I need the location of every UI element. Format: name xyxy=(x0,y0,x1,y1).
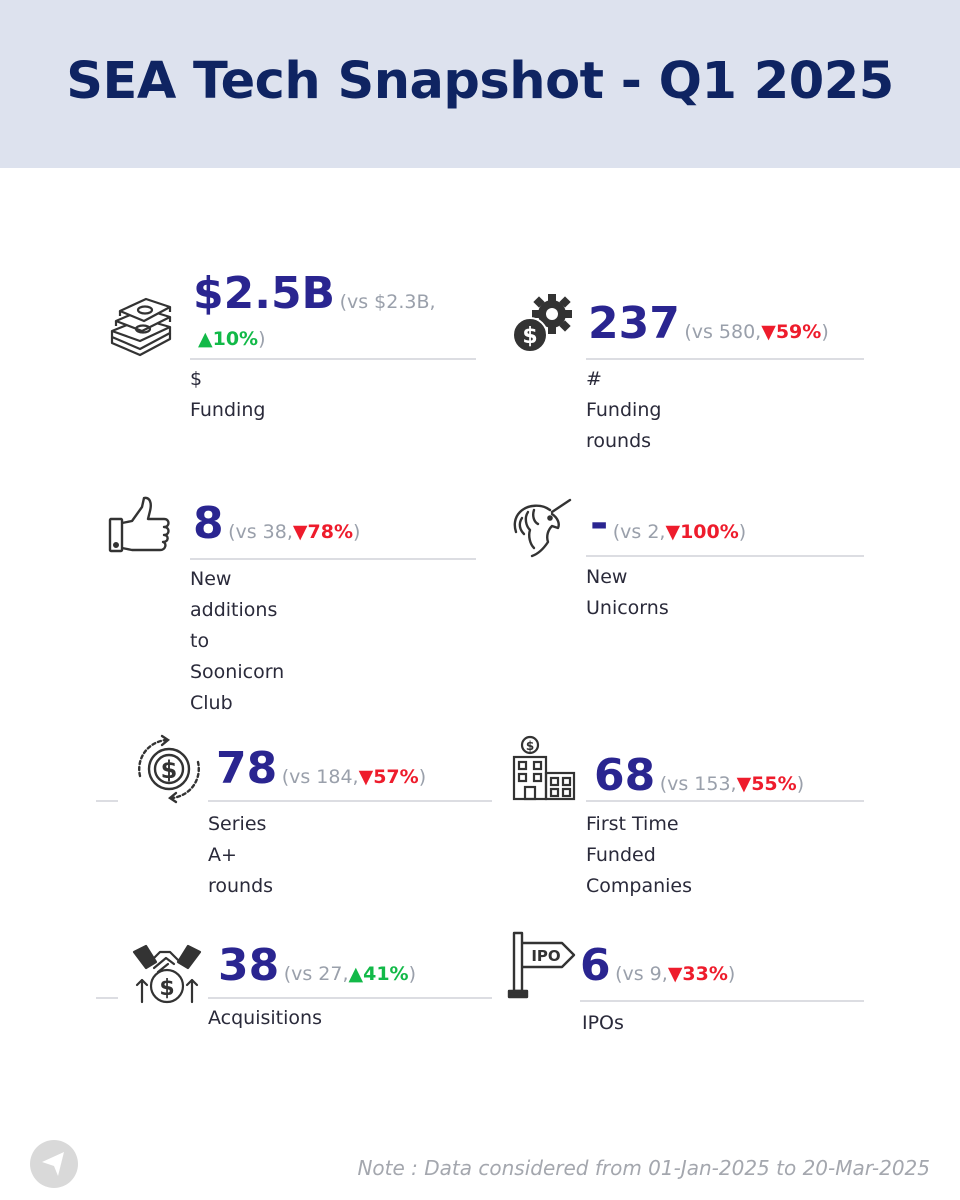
unicorns-compare-close: ) xyxy=(738,521,747,543)
series-a-compare-close: ) xyxy=(418,766,427,788)
acquisitions-value: 38 xyxy=(218,940,280,991)
first-time-label-line1: First Time Funded xyxy=(586,813,679,866)
series-a-left-divider xyxy=(96,800,118,802)
acquisitions-compare: (vs 27, xyxy=(283,963,349,985)
acquisitions-label: Acquisitions xyxy=(208,1007,322,1029)
soonicorn-label-line2: Soonicorn Club xyxy=(190,661,285,714)
first-time-label: First Time Funded Companies xyxy=(586,809,692,902)
first-time-value: 68 xyxy=(594,750,656,801)
rounds-compare-close: ) xyxy=(821,321,829,343)
funding-compare-close: ) xyxy=(258,328,266,350)
soonicorn-compare: (vs 38, xyxy=(228,521,293,543)
header-banner: SEA Tech Snapshot - Q1 2025 xyxy=(0,0,960,168)
series-a-label: Series A+ rounds xyxy=(208,813,274,897)
unicorns-divider xyxy=(586,555,864,557)
first-time-change: ▼55% xyxy=(736,773,797,795)
funding-compare: (vs $2.3B, xyxy=(339,291,436,313)
svg-text:$: $ xyxy=(159,976,174,1001)
ipos-value: 6 xyxy=(580,940,611,991)
page-title: SEA Tech Snapshot - Q1 2025 xyxy=(66,52,894,111)
rounds-value: 237 xyxy=(588,298,680,349)
funding-label: $ Funding xyxy=(190,368,266,421)
first-time-compare-close: ) xyxy=(796,773,805,795)
series-a-compare: (vs 184, xyxy=(281,766,359,788)
soonicorn-value: 8 xyxy=(193,498,224,549)
soonicorn-divider xyxy=(190,558,476,560)
ipo-signpost-icon: IPO xyxy=(506,929,578,999)
first-time-label-line2: Companies xyxy=(586,875,693,897)
svg-text:$: $ xyxy=(526,739,534,753)
ipos-compare: (vs 9, xyxy=(615,963,668,985)
acquisitions-change: ▲41% xyxy=(348,963,409,985)
first-time-compare: (vs 153, xyxy=(659,773,737,795)
series-a-change: ▼57% xyxy=(358,766,419,788)
first-time-divider xyxy=(586,800,864,802)
soonicorn-compare-close: ) xyxy=(352,521,361,543)
ipo-sign-text: IPO xyxy=(531,947,560,965)
handshake-dollar-icon: $ xyxy=(132,940,202,1006)
acquisitions-compare-close: ) xyxy=(408,963,417,985)
funding-change: ▲10% xyxy=(198,328,259,350)
soonicorn-label-line1: New additions to xyxy=(190,568,278,652)
svg-text:$: $ xyxy=(161,756,178,784)
rounds-label: # Funding rounds xyxy=(586,368,662,452)
ipos-label: IPOs xyxy=(582,1012,624,1034)
thumbs-up-icon xyxy=(108,495,172,555)
series-a-divider xyxy=(208,800,492,802)
rounds-compare: (vs 580, xyxy=(684,321,762,343)
building-dollar-icon: $ xyxy=(508,735,578,801)
acquisitions-divider xyxy=(208,997,492,999)
unicorns-compare: (vs 2, xyxy=(612,521,666,543)
unicorns-change: ▼100% xyxy=(665,521,739,543)
ipos-divider xyxy=(580,1000,864,1002)
rounds-change: ▼59% xyxy=(761,321,822,343)
ipos-compare-close: ) xyxy=(727,963,736,985)
funding-divider xyxy=(190,358,476,360)
ipos-change: ▼33% xyxy=(667,963,728,985)
soonicorn-change: ▼78% xyxy=(292,521,353,543)
dollar-cycle-icon: $ xyxy=(132,734,206,804)
series-a-value: 78 xyxy=(216,743,278,794)
funding-value: $2.5B xyxy=(193,268,336,319)
brand-logo-icon xyxy=(28,1138,80,1190)
acquisitions-left-divider xyxy=(96,997,118,999)
footer-note: Note : Data considered from 01-Jan-2025 … xyxy=(357,1156,930,1180)
rounds-divider xyxy=(586,358,864,360)
dollar-gear-icon: $ xyxy=(510,290,576,356)
unicorns-value: - xyxy=(590,498,609,549)
unicorns-label: New Unicorns xyxy=(586,566,669,619)
unicorn-icon xyxy=(510,496,574,558)
svg-text:$: $ xyxy=(522,324,537,349)
soonicorn-label: New additions to Soonicorn Club xyxy=(190,564,284,719)
money-stack-icon xyxy=(108,293,174,357)
